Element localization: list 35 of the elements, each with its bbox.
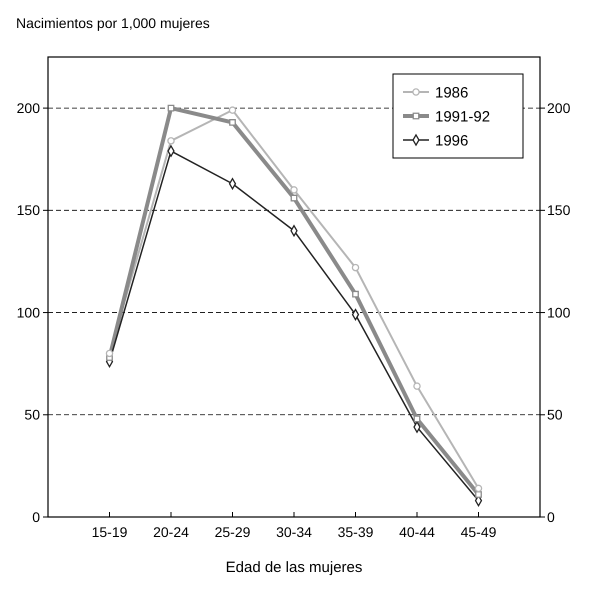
y-axis-title: Nacimientos por 1,000 mujeres [16,15,210,31]
x-tick-label: 35-39 [338,524,374,540]
point [352,290,359,298]
point [352,264,360,272]
y-tick-label: 50 [24,406,40,423]
y-tick-label: 150 [16,202,40,218]
legend-label: 1991-92 [435,108,490,126]
x-tick-label: 40-44 [399,524,436,540]
point [474,484,482,492]
point [290,186,298,194]
x-tick-label: 25-29 [214,524,251,540]
point [168,104,174,112]
y-tick-label: 0 [32,508,40,525]
point [475,491,482,498]
y2-tick-label: 50 [547,406,563,423]
point [228,106,236,114]
y2-tick-label: 100 [547,304,571,320]
x-tick-label: 45-49 [460,524,497,540]
point [167,137,175,145]
point [414,415,420,422]
x-axis-title: Edad de las mujeres [226,559,362,576]
x-tick-label: 30-34 [276,524,312,540]
point [290,194,298,202]
point [106,350,114,358]
x-tick-label: 15-19 [92,524,128,540]
point [413,382,421,390]
y2-tick-label: 0 [547,508,555,525]
legend-label: 1996 [435,132,468,150]
point [229,119,236,126]
y2-tick-label: 150 [547,202,571,218]
y-tick-label: 100 [16,304,40,320]
y2-tick-label: 200 [547,100,571,116]
y-tick-label: 200 [16,100,40,116]
legend-label: 1986 [435,84,468,102]
x-tick-label: 20-24 [153,524,190,540]
